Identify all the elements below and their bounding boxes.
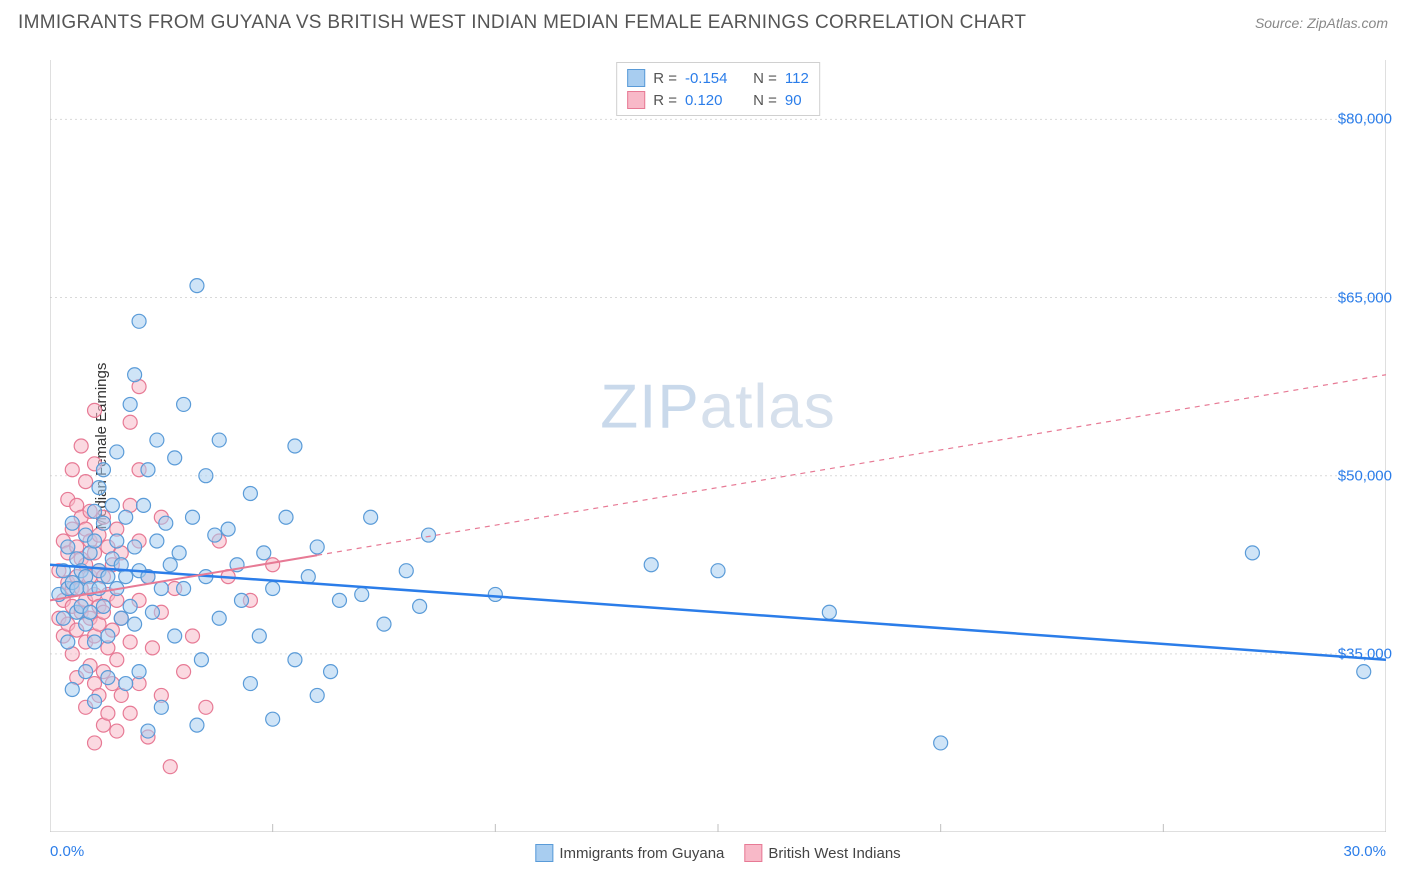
legend-item: British West Indians bbox=[744, 844, 900, 862]
r-value: 0.120 bbox=[685, 92, 741, 109]
y-tick-label: $50,000 bbox=[1338, 467, 1392, 484]
chart-area: Median Female Earnings ZIPatlas R = -0.1… bbox=[50, 60, 1386, 832]
x-tick-label: 30.0% bbox=[1343, 843, 1386, 860]
n-value: 90 bbox=[785, 92, 802, 109]
source-attribution: Source: ZipAtlas.com bbox=[1255, 15, 1388, 31]
legend-swatch bbox=[744, 844, 762, 862]
scatter-plot bbox=[50, 60, 1386, 832]
y-tick-label: $80,000 bbox=[1338, 111, 1392, 128]
n-label: N = bbox=[749, 92, 777, 109]
y-tick-label: $35,000 bbox=[1338, 645, 1392, 662]
x-tick-label: 0.0% bbox=[50, 843, 84, 860]
series-swatch bbox=[627, 69, 645, 87]
n-label: N = bbox=[749, 70, 777, 87]
legend-item: Immigrants from Guyana bbox=[535, 844, 724, 862]
correlation-stats-box: R = -0.154 N = 112 R = 0.120 N = 90 bbox=[616, 62, 820, 116]
legend: Immigrants from Guyana British West Indi… bbox=[535, 844, 900, 862]
y-tick-label: $65,000 bbox=[1338, 289, 1392, 306]
legend-swatch bbox=[535, 844, 553, 862]
stat-row: R = -0.154 N = 112 bbox=[627, 67, 809, 89]
r-value: -0.154 bbox=[685, 70, 741, 87]
r-label: R = bbox=[653, 92, 677, 109]
n-value: 112 bbox=[785, 70, 809, 87]
legend-label: British West Indians bbox=[768, 845, 900, 862]
series-swatch bbox=[627, 91, 645, 109]
r-label: R = bbox=[653, 70, 677, 87]
stat-row: R = 0.120 N = 90 bbox=[627, 89, 809, 111]
chart-title: IMMIGRANTS FROM GUYANA VS BRITISH WEST I… bbox=[18, 12, 1026, 34]
legend-label: Immigrants from Guyana bbox=[559, 845, 724, 862]
